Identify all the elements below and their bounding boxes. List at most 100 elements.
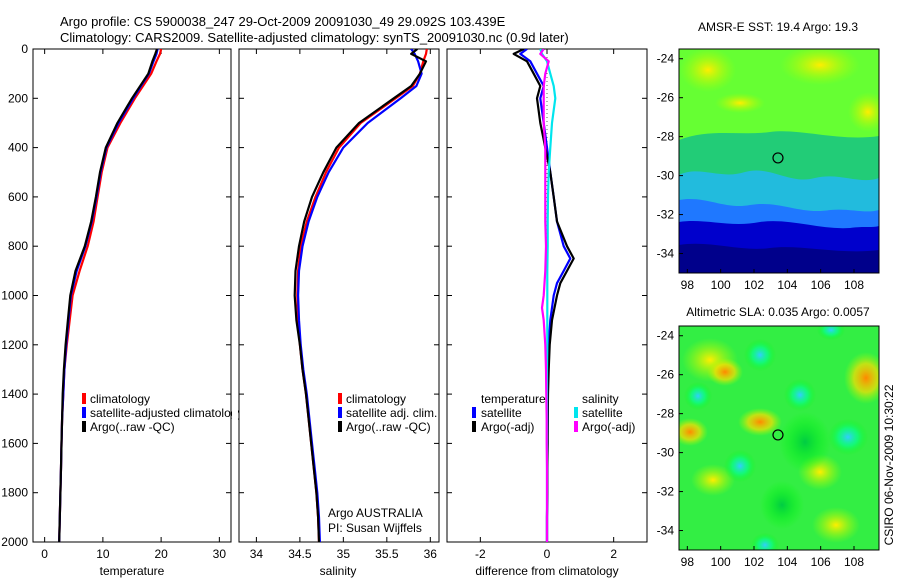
map-x-tick-label: 106: [811, 555, 831, 569]
temperature-axes-frame: [32, 48, 232, 543]
sla-low-patch: [817, 326, 845, 340]
y-tick-label: 800: [8, 239, 28, 253]
float-pi-label: PI: Susan Wijffels: [328, 521, 422, 535]
map-y-tick-label: -26: [657, 368, 675, 382]
legend-label-satellite-adj: satellite adj. clim.: [346, 406, 437, 420]
sst-heatmap: [679, 49, 879, 273]
sst-argo-position-marker: [772, 152, 784, 164]
map-y-tick-label: -28: [657, 407, 675, 421]
legend-label-climatology: climatology: [346, 392, 406, 406]
map-y-tick-label: -32: [657, 208, 675, 222]
temperature-lines: [58, 49, 163, 542]
salinity-lines: [293, 49, 428, 542]
map-y-tick-label: -28: [657, 130, 675, 144]
difference-xlabel: difference from climatology: [475, 564, 618, 578]
sla-argo-position-marker: [772, 429, 784, 441]
map-x-tick-label: 104: [777, 278, 797, 292]
series-line-argo-raw-qc: [293, 49, 428, 542]
figure-title-line1: Argo profile: CS 5900038_247 29-Oct-2009…: [60, 14, 506, 29]
legend-title-salinity: salinity: [582, 392, 619, 406]
difference-panel: -2 0 2 difference from climatology tempera…: [446, 48, 648, 578]
sst-field-coldest: [679, 243, 879, 273]
legend-label-argo: Argo(..raw -QC): [346, 420, 431, 434]
sla-map-ticks: 98 100 102 104 106 108 -24 -26 -28 -30 -32 -34: [657, 329, 865, 569]
x-tick-label: 35.5: [375, 547, 399, 561]
sla-high-patch: [679, 418, 708, 446]
temperature-xlabel: temperature: [100, 564, 165, 578]
x-tick-label: 0: [41, 547, 48, 561]
credit-stamp: CSIRO 06-Nov-2009 10:30:22: [882, 384, 896, 545]
sla-low-patch: [724, 450, 756, 482]
map-y-tick-label: -34: [657, 524, 675, 538]
map-x-tick-label: 98: [681, 555, 695, 569]
salinity-panel: 34 34.5 35 35.5 36 salinity climatology sate…: [238, 48, 440, 578]
sst-map-frame: [678, 48, 880, 274]
sla-high-patch: [691, 464, 735, 496]
sla-high-patch: [738, 408, 782, 436]
map-y-tick-label: -30: [657, 169, 675, 183]
salinity-ticks: 34 34.5 35 35.5 36: [239, 48, 439, 561]
sla-map-panel: Altimetric SLA: 0.035 Argo: 0.0057 98 100…: [657, 305, 880, 569]
sla-mid-patch: [760, 481, 804, 529]
sla-high-patch: [844, 352, 879, 404]
legend-swatch-satellite-adjusted: [82, 407, 86, 418]
sla-low-patch: [684, 382, 712, 410]
sst-map-ticks: 98 100 102 104 106 108 -24 -26 -28 -30 -32 -34: [657, 52, 865, 292]
float-program-label: Argo AUSTRALIA: [328, 506, 423, 520]
sla-high-patch: [812, 507, 860, 543]
series-line-argo-raw-qc: [58, 49, 159, 542]
difference-lines: [512, 49, 575, 542]
sst-warm-patch: [680, 49, 736, 92]
map-y-tick-label: -34: [657, 247, 675, 261]
x-tick-label: 30: [213, 547, 227, 561]
sla-map-frame: [678, 325, 880, 551]
sla-low-patch: [744, 339, 776, 371]
x-tick-label: 35: [337, 547, 351, 561]
map-y-tick-label: -30: [657, 446, 675, 460]
y-tick-label: 400: [8, 141, 28, 155]
y-tick-label: 1800: [1, 486, 28, 500]
sla-low-patch: [751, 533, 779, 550]
legend-title-temperature: temperature: [481, 392, 546, 406]
legend-swatch-satellite-adj: [338, 407, 342, 418]
y-tick-label: 1600: [1, 436, 28, 450]
legend-label-argo: Argo(..raw -QC): [90, 420, 175, 434]
x-tick-label: 0: [544, 547, 551, 561]
legend-swatch-argo: [338, 421, 342, 432]
map-y-tick-label: -24: [657, 52, 675, 66]
x-tick-label: -2: [475, 547, 486, 561]
x-tick-label: 36: [424, 547, 438, 561]
temperature-ticks: 0 10 20 30 0 200 400 600 800 1000 1200 1400 1600 1800…: [1, 42, 231, 561]
sla-map-title: Altimetric SLA: 0.035 Argo: 0.0057: [686, 305, 870, 319]
y-tick-label: 1000: [1, 289, 28, 303]
sst-warm-patch: [780, 49, 860, 85]
x-tick-label: 2: [610, 547, 617, 561]
y-tick-label: 1400: [1, 387, 28, 401]
map-x-tick-label: 104: [777, 555, 797, 569]
legend-label-satellite-adjusted: satellite-adjusted climatology: [90, 406, 243, 420]
legend-swatch-climatology: [338, 393, 342, 404]
legend-swatch-climatology: [82, 393, 86, 404]
legend-label-sal-satellite: satellite: [582, 406, 623, 420]
map-x-tick-label: 100: [711, 555, 731, 569]
legend-swatch-sal-satellite: [574, 407, 578, 418]
map-x-tick-label: 102: [744, 555, 764, 569]
legend-swatch-temp-satellite: [472, 407, 476, 418]
legend-swatch-argo: [82, 421, 86, 432]
temperature-panel: 0 10 20 30 0 200 400 600 800 1000 1200 1400 1600 1800…: [1, 42, 243, 578]
map-x-tick-label: 102: [744, 278, 764, 292]
legend-label-temp-satellite: satellite: [481, 406, 522, 420]
difference-legend: temperature satellite Argo(-adj) salinit…: [472, 392, 635, 434]
sst-map-title: AMSR-E SST: 19.4 Argo: 19.3: [698, 20, 858, 34]
map-x-tick-label: 98: [681, 278, 695, 292]
y-tick-label: 600: [8, 190, 28, 204]
legend-swatch-temp-argo: [472, 421, 476, 432]
y-tick-label: 0: [21, 42, 28, 56]
series-line-salinity-argo-adj: [539, 49, 550, 542]
salinity-axes-frame: [238, 48, 440, 543]
sla-high-patch: [707, 358, 743, 386]
sla-low-patch: [828, 419, 868, 455]
salinity-xlabel: salinity: [320, 564, 357, 578]
sst-warm-patch: [715, 93, 765, 113]
